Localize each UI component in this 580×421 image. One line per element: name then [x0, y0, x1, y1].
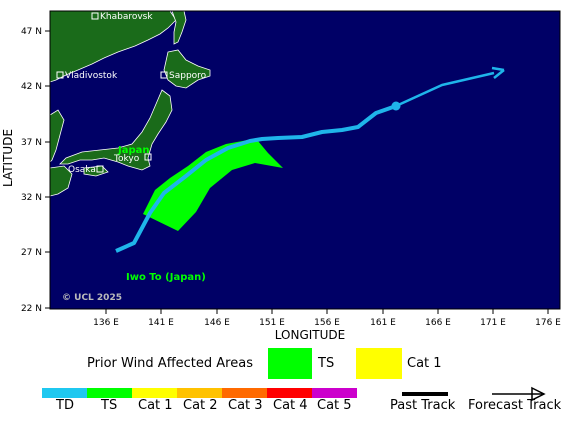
x-tick-label: 151 E — [259, 318, 285, 328]
x-tick-label: 176 E — [535, 318, 561, 328]
scale-segment-cat4 — [267, 388, 312, 398]
kyushu-island — [50, 165, 73, 197]
scale-label-cat4: Cat 4 — [273, 398, 308, 413]
scale-label-td: TD — [56, 398, 74, 413]
island-label-iwo-to: Iwo To (Japan) — [126, 272, 206, 283]
legend-forecast-track-arrow — [492, 386, 546, 402]
svg-text:Khabarovsk: Khabarovsk — [100, 12, 153, 22]
country-label-japan: Japan — [117, 145, 150, 156]
city-sapporo: Sapporo — [160, 71, 207, 81]
ts-wind-area — [143, 140, 283, 231]
intensity-color-scale — [42, 388, 357, 398]
legend-ts-label: TS — [318, 356, 335, 371]
current-position-marker — [391, 101, 401, 111]
legend-prior-wind-title: Prior Wind Affected Areas — [87, 356, 253, 371]
x-tick-label: 171 E — [480, 318, 506, 328]
scale-label-ts: TS — [101, 398, 118, 413]
copyright-label: © UCL 2025 — [62, 293, 122, 303]
svg-text:Tokyo: Tokyo — [113, 154, 140, 164]
city-vladivostok: Vladivostok — [56, 71, 118, 81]
y-tick-label: 42 N — [21, 82, 42, 92]
y-tick-label: 47 N — [21, 27, 42, 37]
x-axis-title: LONGITUDE — [275, 328, 345, 342]
forecast-arrow-head — [491, 66, 505, 79]
scale-segment-cat3 — [222, 388, 267, 398]
scale-segment-cat1 — [132, 388, 177, 398]
scale-label-cat3: Cat 3 — [228, 398, 263, 413]
legend-cat1-swatch — [356, 348, 402, 379]
svg-text:Sapporo: Sapporo — [169, 71, 207, 81]
svg-text:Vladivostok: Vladivostok — [65, 71, 118, 81]
past-track-line — [115, 104, 397, 253]
map-frame — [49, 10, 561, 310]
forecast-track-line — [395, 71, 495, 108]
x-tick-label: 161 E — [370, 318, 396, 328]
city-khabarovsk: Khabarovsk — [91, 12, 153, 22]
scale-segment-cat2 — [177, 388, 222, 398]
legend-past-track-label: Past Track — [390, 398, 456, 413]
y-axis-title: LATITUDE — [1, 129, 15, 187]
x-tick-label: 146 E — [204, 318, 230, 328]
city-tokyo: Tokyo — [113, 153, 152, 164]
svg-text:Osaka: Osaka — [68, 165, 96, 175]
city-osaka: Osaka — [68, 165, 104, 175]
legend-forecast-track-label: Forecast Track — [468, 398, 562, 413]
x-tick-label: 156 E — [314, 318, 340, 328]
scale-segment-cat5 — [312, 388, 357, 398]
scale-label-cat1: Cat 1 — [138, 398, 173, 413]
scale-label-cat5: Cat 5 — [317, 398, 352, 413]
sakhalin-island — [171, 11, 187, 45]
y-tick-label: 22 N — [21, 304, 42, 314]
scale-segment-td — [42, 388, 87, 398]
legend-ts-swatch — [268, 348, 312, 379]
scale-segment-ts — [87, 388, 132, 398]
x-tick-label: 141 E — [148, 318, 174, 328]
y-axis: 47 N 42 N 37 N 32 N 27 N 22 N — [21, 27, 50, 314]
x-tick-label: 166 E — [425, 318, 451, 328]
y-tick-label: 37 N — [21, 138, 42, 148]
x-tick-label: 136 E — [93, 318, 119, 328]
x-axis: 136 E 141 E 146 E 151 E 156 E 161 E 166 … — [93, 309, 561, 328]
honshu-island — [59, 89, 173, 171]
y-tick-label: 32 N — [21, 193, 42, 203]
legend-cat1-label: Cat 1 — [407, 356, 442, 371]
y-tick-label: 27 N — [21, 248, 42, 258]
scale-label-cat2: Cat 2 — [183, 398, 218, 413]
